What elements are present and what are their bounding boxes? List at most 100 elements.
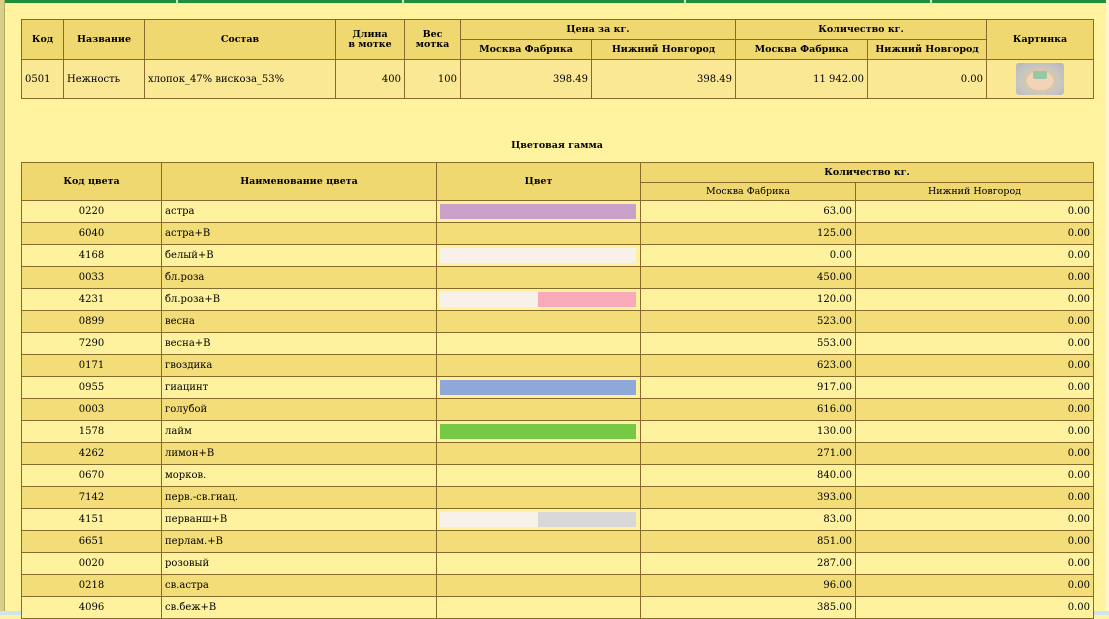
header-weight: Вес мотка (404, 19, 461, 60)
color-qty-nnovgorod: 0.00 (854, 442, 1095, 465)
header-length-unit: в мотке (348, 38, 392, 50)
header-qty-nnovgorod: Нижний Новгород (866, 39, 988, 60)
color-swatch-cell (436, 508, 641, 531)
color-code: 4231 (21, 288, 162, 311)
table-row: 0033 бл.роза 450.00 0.00 (21, 266, 1095, 289)
color-name: лимон+В (161, 442, 437, 465)
table-row: 7290 весна+В 553.00 0.00 (21, 332, 1095, 355)
header-code: Код (21, 19, 64, 60)
color-code: 4151 (21, 508, 162, 531)
color-swatch-cell (436, 266, 641, 289)
table-row: 0220 астра 63.00 0.00 (21, 200, 1095, 223)
product-row: 0501 Нежность хлопок_47% вискоза_53% 400… (21, 59, 1095, 99)
product-picture-cell[interactable] (986, 59, 1095, 99)
yarn-skein-thumbnail-icon[interactable] (1016, 63, 1065, 95)
color-qty-moscow: 130.00 (640, 420, 856, 443)
color-qty-nnovgorod: 0.00 (854, 244, 1095, 267)
color-qty-moscow: 385.00 (640, 596, 856, 619)
color-qty-moscow: 120.00 (640, 288, 856, 311)
color-code: 4096 (21, 596, 162, 619)
color-qty-moscow: 83.00 (640, 508, 856, 531)
color-swatch-cell (436, 354, 641, 377)
color-qty-moscow: 623.00 (640, 354, 856, 377)
table-row: 0171 гвоздика 623.00 0.00 (21, 354, 1095, 377)
color-swatch-cell (436, 464, 641, 487)
header-qty-moscow: Москва Фабрика (735, 39, 868, 60)
color-qty-nnovgorod: 0.00 (854, 200, 1095, 223)
color-code: 0171 (21, 354, 162, 377)
color-swatch-cell (436, 376, 641, 399)
color-qty-nnovgorod: 0.00 (854, 398, 1095, 421)
color-qty-nnovgorod: 0.00 (854, 310, 1095, 333)
color-code: 0020 (21, 552, 162, 575)
color-code: 0955 (21, 376, 162, 399)
color-swatch-cell (436, 288, 641, 311)
color-qty-moscow: 63.00 (640, 200, 856, 223)
product-price-nnovgorod: 398.49 (591, 59, 736, 99)
color-qty-moscow: 271.00 (640, 442, 856, 465)
header-quantity: Количество кг. (734, 19, 988, 40)
table-row: 6651 перлам.+В 851.00 0.00 (21, 530, 1095, 553)
header-composition: Состав (144, 19, 336, 60)
color-name: св.астра (161, 574, 437, 597)
color-qty-moscow: 287.00 (640, 552, 856, 575)
table-row: 4168 белый+В 0.00 0.00 (21, 244, 1095, 267)
color-code: 7142 (21, 486, 162, 509)
color-qty-moscow: 523.00 (640, 310, 856, 333)
header-color-swatch: Цвет (436, 162, 641, 201)
header-color-nnovgorod: Нижний Новгород (854, 182, 1095, 201)
color-swatch-segment (440, 380, 636, 395)
table-row: 4262 лимон+В 271.00 0.00 (21, 442, 1095, 465)
color-code: 0218 (21, 574, 162, 597)
color-code: 0033 (21, 266, 162, 289)
color-swatch (440, 512, 636, 527)
color-code: 0899 (21, 310, 162, 333)
color-code: 6651 (21, 530, 162, 553)
color-swatch-cell (436, 398, 641, 421)
table-row: 0899 весна 523.00 0.00 (21, 310, 1095, 333)
color-name: розовый (161, 552, 437, 575)
color-qty-moscow: 393.00 (640, 486, 856, 509)
color-code: 6040 (21, 222, 162, 245)
color-name: перванш+В (161, 508, 437, 531)
color-palette-table: Код цвета Наименование цвета Цвет Количе… (21, 162, 1095, 619)
color-code: 4262 (21, 442, 162, 465)
color-swatch-segment (440, 424, 636, 439)
product-qty-nnovgorod: 0.00 (866, 59, 988, 99)
color-qty-nnovgorod: 0.00 (854, 266, 1095, 289)
color-swatch (440, 204, 636, 219)
color-qty-nnovgorod: 0.00 (854, 288, 1095, 311)
table-row: 4151 перванш+В 83.00 0.00 (21, 508, 1095, 531)
color-qty-nnovgorod: 0.00 (854, 596, 1095, 619)
product-info-table: Код Название Состав Длина в мотке Вес мо… (21, 19, 1095, 99)
color-qty-nnovgorod: 0.00 (854, 574, 1095, 597)
color-swatch (440, 292, 636, 307)
color-swatch-segment (440, 204, 636, 219)
product-qty-moscow: 11 942.00 (735, 59, 868, 99)
table-row: 7142 перв.-св.гиац. 393.00 0.00 (21, 486, 1095, 509)
color-qty-nnovgorod: 0.00 (854, 486, 1095, 509)
color-code: 1578 (21, 420, 162, 443)
color-swatch (440, 380, 636, 395)
color-swatch (440, 424, 636, 439)
color-qty-moscow: 96.00 (640, 574, 856, 597)
color-swatch-segment (440, 248, 636, 263)
color-qty-moscow: 851.00 (640, 530, 856, 553)
color-swatch-cell (436, 222, 641, 245)
table-row: 6040 астра+В 125.00 0.00 (21, 222, 1095, 245)
header-color-moscow: Москва Фабрика (640, 182, 856, 201)
color-swatch-cell (436, 420, 641, 443)
color-swatch-cell (436, 596, 641, 619)
color-name: перв.-св.гиац. (161, 486, 437, 509)
header-weight-label: Вес (422, 28, 443, 40)
color-swatch-cell (436, 530, 641, 553)
color-name: перлам.+В (161, 530, 437, 553)
color-code: 4168 (21, 244, 162, 267)
table-row: 0003 голубой 616.00 0.00 (21, 398, 1095, 421)
color-name: белый+В (161, 244, 437, 267)
color-qty-nnovgorod: 0.00 (854, 530, 1095, 553)
header-name: Название (63, 19, 145, 60)
header-length-label: Длина (352, 28, 388, 40)
color-code: 0003 (21, 398, 162, 421)
color-qty-moscow: 917.00 (640, 376, 856, 399)
